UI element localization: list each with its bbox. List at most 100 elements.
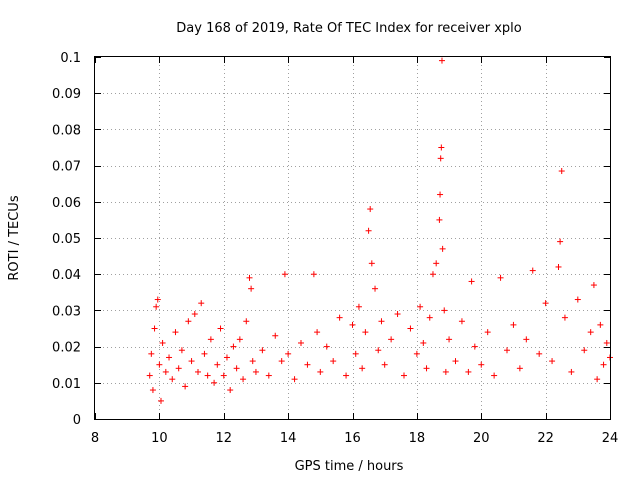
data-point: [252, 368, 259, 375]
data-point: [437, 155, 444, 162]
data-point: [587, 329, 594, 336]
data-point: [336, 314, 343, 321]
data-point: [214, 361, 221, 368]
y-tick-label: 0.03: [52, 304, 81, 319]
data-point: [504, 347, 510, 354]
data-points: [146, 57, 613, 404]
y-tick-label: 0.09: [52, 87, 81, 102]
data-point: [291, 376, 298, 383]
data-point: [426, 314, 433, 321]
data-point: [401, 372, 407, 379]
data-point: [458, 318, 465, 325]
data-point: [491, 372, 498, 379]
data-point: [343, 372, 350, 379]
data-point: [516, 365, 523, 372]
data-point: [248, 285, 255, 292]
data-point: [468, 278, 475, 285]
data-point: [561, 314, 568, 321]
data-point: [227, 387, 234, 394]
data-point: [201, 350, 208, 357]
data-point: [362, 329, 369, 336]
data-point: [359, 365, 366, 372]
data-point: [510, 321, 517, 328]
y-tick-label: 0.07: [52, 160, 81, 175]
data-point: [372, 285, 379, 292]
data-point: [523, 336, 530, 343]
data-point: [536, 350, 543, 357]
data-point: [162, 368, 169, 375]
x-tick-label: 14: [280, 431, 297, 446]
data-point: [246, 274, 253, 281]
x-tick-label: 22: [537, 431, 554, 446]
data-point: [156, 361, 163, 368]
y-tick-labels: 0 0.01 0.02 0.03 0.04 0.05 0.06 0.07 0.08 0.09 0.1: [52, 51, 81, 428]
data-point: [568, 368, 575, 375]
data-point: [368, 260, 375, 267]
y-tick-label: 0: [73, 413, 81, 428]
data-point: [240, 376, 247, 383]
data-point: [154, 296, 161, 303]
data-point: [471, 343, 478, 350]
data-point: [365, 227, 372, 234]
data-point: [151, 325, 158, 332]
data-point: [169, 376, 176, 383]
axis-ticks: [95, 57, 611, 420]
data-point: [149, 387, 156, 394]
data-point: [159, 339, 166, 346]
x-tick-label: 12: [215, 431, 232, 446]
data-point: [153, 303, 160, 310]
data-point: [600, 361, 607, 368]
data-point: [438, 144, 445, 151]
x-tick-label: 8: [91, 431, 99, 446]
data-point: [175, 365, 182, 372]
data-point: [465, 368, 472, 375]
data-point: [314, 329, 321, 336]
y-tick-label: 0.04: [52, 268, 81, 283]
data-point: [438, 57, 445, 64]
data-point: [148, 350, 155, 357]
data-point: [394, 311, 401, 318]
data-point: [417, 303, 424, 310]
data-point: [355, 303, 362, 310]
y-tick-label: 0.01: [52, 377, 81, 392]
data-point: [594, 376, 601, 383]
data-point: [265, 372, 272, 379]
x-tick-label: 16: [344, 431, 361, 446]
data-point: [441, 307, 448, 314]
data-point: [230, 343, 237, 350]
data-point: [352, 350, 359, 357]
data-point: [442, 368, 449, 375]
data-point: [220, 372, 227, 379]
x-tick-label: 10: [151, 431, 168, 446]
y-tick-label: 0.06: [52, 196, 81, 211]
y-tick-label: 0.02: [52, 341, 81, 356]
data-point: [278, 358, 285, 365]
data-point: [272, 332, 279, 339]
data-point: [549, 358, 556, 365]
data-point: [243, 318, 250, 325]
data-point: [420, 339, 427, 346]
data-point: [349, 321, 356, 328]
data-point: [597, 321, 604, 328]
plot-frame: [94, 56, 611, 420]
data-point: [298, 339, 304, 346]
grid-lines: [95, 57, 610, 419]
data-point: [603, 339, 610, 346]
x-axis-label: GPS time / hours: [295, 459, 404, 474]
data-point: [529, 267, 536, 274]
data-point: [217, 325, 224, 332]
data-point: [574, 296, 581, 303]
data-point: [378, 318, 385, 325]
data-point: [185, 318, 192, 325]
data-point: [381, 361, 388, 368]
data-point: [157, 397, 164, 404]
data-point: [317, 368, 324, 375]
x-tick-label: 18: [409, 431, 426, 446]
y-axis-label: ROTI / TECUs: [7, 195, 22, 280]
data-point: [375, 347, 382, 354]
data-point: [188, 358, 195, 365]
data-point: [323, 343, 330, 350]
data-point: [211, 379, 218, 386]
data-point: [249, 358, 256, 365]
